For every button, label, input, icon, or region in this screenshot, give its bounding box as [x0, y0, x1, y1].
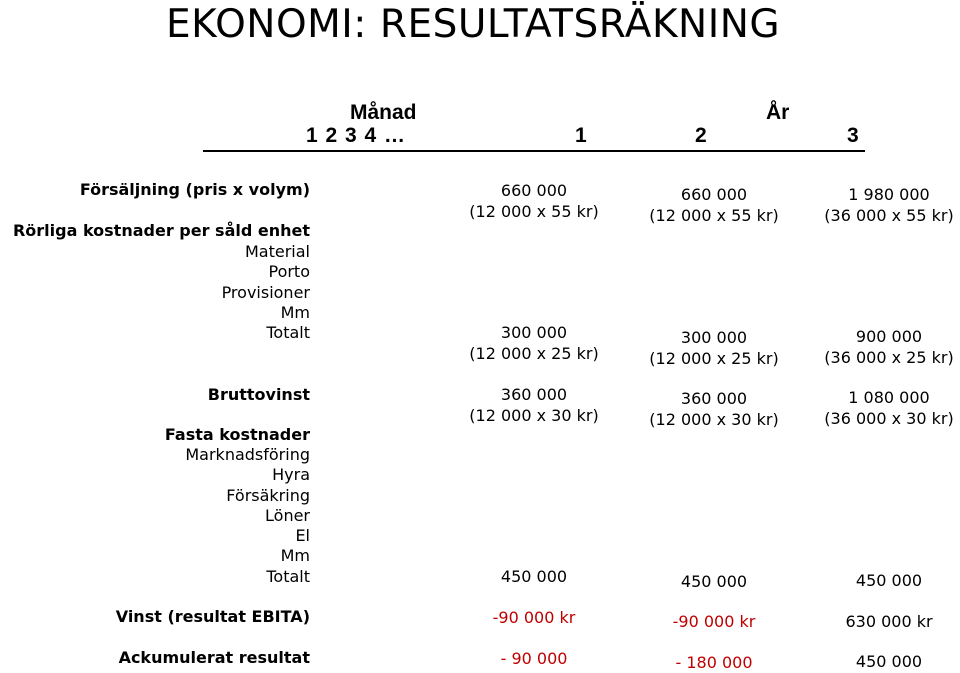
y1-gross-profit: 360 000 — [500, 385, 568, 404]
row-label-rorliga: Rörliga kostnader per såld enhet — [12, 221, 310, 240]
row-label-totalt: Totalt — [266, 567, 310, 586]
y3-gross-profit: 1 080 000 — [848, 388, 930, 407]
y1-sales-calc: (12 000 x 55 kr) — [469, 202, 599, 221]
row-label-hyra: Hyra — [272, 465, 310, 484]
row-label-mm: Mm — [280, 303, 310, 322]
y1-fixed-total: 450 000 — [500, 567, 568, 586]
y1-profit: -90 000 kr — [492, 608, 576, 627]
row-label-vinst: Vinst (resultat EBITA) — [115, 607, 310, 626]
y1-accumulated: - 90 000 — [500, 649, 568, 668]
y3-accumulated: 450 000 — [855, 652, 923, 671]
row-label-mm: Mm — [280, 546, 310, 565]
y3-variable-costs: 900 000 — [855, 327, 923, 346]
y2-profit: -90 000 kr — [672, 612, 756, 631]
row-label-porto: Porto — [268, 262, 310, 281]
row-label-totalt: Totalt — [266, 323, 310, 342]
y1-variable-calc: (12 000 x 25 kr) — [469, 344, 599, 363]
y2-gross-profit: 360 000 — [680, 389, 748, 408]
y3-sales-calc: (36 000 x 55 kr) — [824, 206, 954, 225]
y2-variable-calc: (12 000 x 25 kr) — [649, 349, 779, 368]
y1-gross-calc: (12 000 x 30 kr) — [469, 406, 599, 425]
year-1-header: 1 — [575, 124, 587, 147]
row-label-forsakring: Försäkring — [226, 486, 310, 505]
row-label-fasta: Fasta kostnader — [164, 425, 310, 444]
row-label-provisioner: Provisioner — [221, 283, 310, 302]
year-header: År — [766, 101, 790, 124]
month-header: Månad — [350, 101, 417, 124]
y2-sales-calc: (12 000 x 55 kr) — [649, 206, 779, 225]
row-label-bruttovinst: Bruttovinst — [207, 385, 310, 404]
y2-sales: 660 000 — [680, 185, 748, 204]
y1-sales: 660 000 — [500, 181, 568, 200]
row-label-loner: Löner — [265, 506, 310, 525]
y3-sales: 1 980 000 — [848, 185, 930, 204]
y2-variable-costs: 300 000 — [680, 328, 748, 347]
year-3-header: 3 — [847, 124, 859, 147]
y2-accumulated: - 180 000 — [675, 653, 753, 672]
month-numbers: 1 2 3 4 … — [306, 124, 406, 147]
y3-variable-calc: (36 000 x 25 kr) — [824, 348, 954, 367]
year-2-header: 2 — [695, 124, 707, 147]
y1-variable-costs: 300 000 — [500, 323, 568, 342]
page-title: EKONOMI: RESULTATSRÄKNING — [166, 2, 781, 47]
y3-gross-calc: (36 000 x 30 kr) — [824, 409, 954, 428]
row-label-marknadsforing: Marknadsföring — [185, 445, 310, 464]
header-divider — [203, 150, 865, 152]
y3-fixed-total: 450 000 — [855, 571, 923, 590]
y2-fixed-total: 450 000 — [680, 572, 748, 591]
row-label-ackumulerat: Ackumulerat resultat — [118, 648, 310, 667]
y2-gross-calc: (12 000 x 30 kr) — [649, 410, 779, 429]
row-label-forsaljning: Försäljning (pris x volym) — [79, 180, 310, 199]
y3-profit: 630 000 kr — [845, 612, 933, 631]
row-label-material: Material — [245, 242, 310, 261]
row-label-el: El — [295, 526, 310, 545]
